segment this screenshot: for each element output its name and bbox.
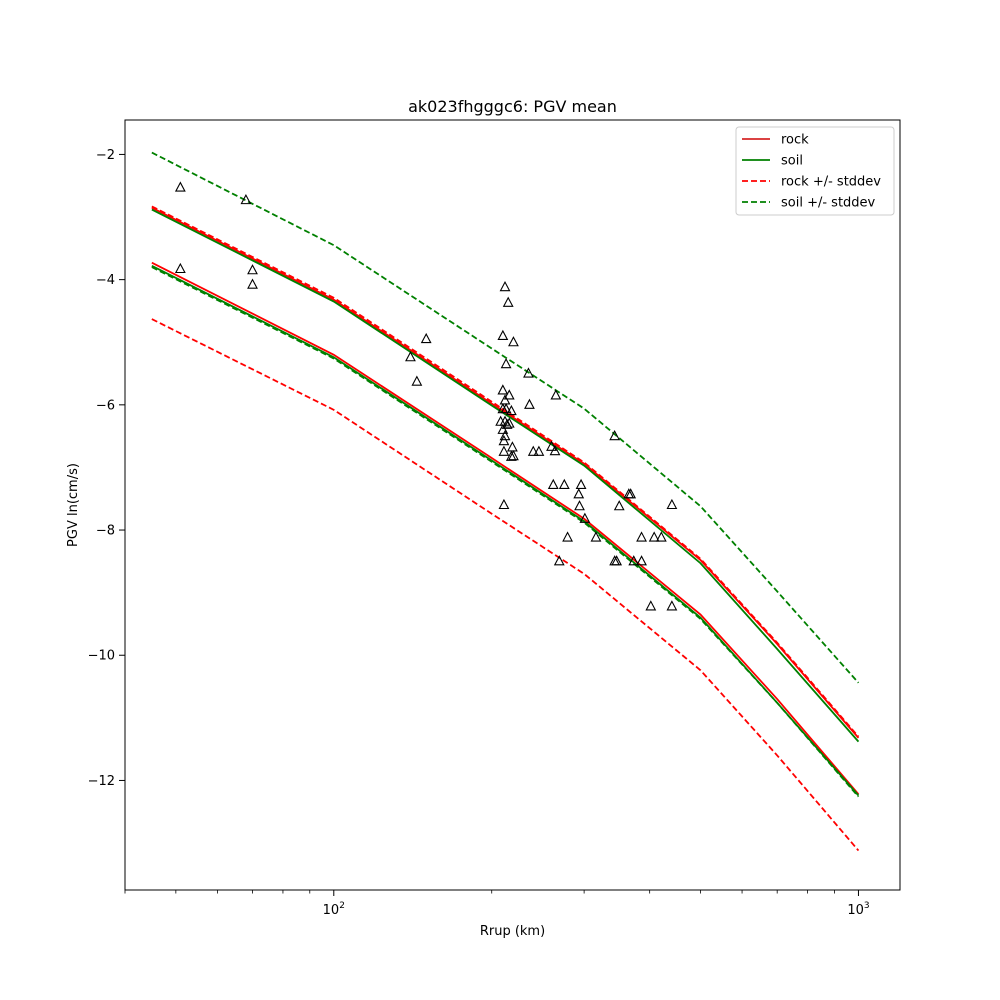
legend-label: soil <box>781 154 803 169</box>
observation-point <box>558 478 570 490</box>
chart-title: ak023fhgggc6: PGV mean <box>408 97 617 116</box>
observation-point <box>549 444 561 456</box>
observation-point <box>500 403 512 414</box>
observation-point <box>666 498 678 510</box>
y-tick-label: −10 <box>88 649 115 664</box>
observation-point <box>497 423 509 434</box>
observation-point <box>527 445 539 456</box>
observation-point <box>508 449 519 461</box>
observation-markers <box>174 181 678 611</box>
series-line-soil-stddev-6 <box>151 151 860 684</box>
observation-point <box>498 434 510 446</box>
observation-point <box>503 417 515 428</box>
series-line-soil-stddev-7 <box>151 266 860 798</box>
x-tick-label: 102 <box>323 901 345 918</box>
x-axis: 102 103 <box>124 890 870 918</box>
observation-point <box>497 384 509 395</box>
observation-point <box>613 500 625 511</box>
observation-point <box>573 488 585 499</box>
observation-point <box>625 488 637 499</box>
y-tick-label: −8 <box>96 524 115 539</box>
series-line-rock-stddev-4 <box>151 318 860 852</box>
observation-point <box>174 262 186 274</box>
observation-point <box>506 441 518 452</box>
y-tick-label: −2 <box>96 148 115 163</box>
y-tick-label: −4 <box>96 273 115 288</box>
y-axis-label: PGV ln(cm/s) <box>66 463 81 547</box>
observation-point <box>499 280 511 292</box>
observation-point <box>655 531 667 542</box>
observation-point <box>420 332 432 344</box>
observation-point <box>505 404 517 416</box>
observation-point <box>508 336 519 347</box>
observation-point <box>503 389 515 400</box>
observation-point <box>553 555 565 566</box>
observation-point <box>501 418 513 429</box>
observation-point <box>550 389 562 400</box>
observation-point <box>533 445 545 456</box>
observation-point <box>609 429 621 441</box>
observation-point <box>611 555 623 566</box>
y-axis: −2 −4 −6 −8 −10 −12 <box>88 148 125 789</box>
observation-point <box>546 440 557 451</box>
observation-point <box>579 512 591 523</box>
observation-point <box>547 478 559 490</box>
observation-point <box>502 296 514 307</box>
observation-point <box>405 351 416 362</box>
model-curves <box>151 151 860 852</box>
series-line-rock-0 <box>151 261 860 795</box>
legend-box <box>735 126 895 216</box>
observation-point <box>498 445 510 456</box>
x-tick-label: 103 <box>847 901 869 918</box>
observation-point <box>240 193 252 205</box>
observation-point <box>648 531 660 542</box>
y-tick-label: −6 <box>96 398 115 413</box>
observation-point <box>666 600 678 611</box>
observation-point <box>411 375 423 386</box>
plot-frame <box>124 119 901 891</box>
observation-point <box>499 429 511 441</box>
y-tick-label: −12 <box>88 774 115 789</box>
series-line-soil-2 <box>151 208 860 743</box>
observation-point <box>500 357 512 369</box>
observation-point <box>645 600 657 611</box>
observation-point <box>497 329 509 341</box>
legend-label: rock <box>781 133 809 148</box>
legend-label: soil +/- stddev <box>781 196 876 211</box>
series-line-rock-stddev-5 <box>151 205 860 738</box>
observation-point <box>247 264 258 275</box>
plot-area <box>125 120 900 890</box>
legend-label: rock +/- stddev <box>781 175 881 190</box>
observation-point <box>562 531 573 542</box>
observation-point <box>636 555 647 566</box>
observation-point <box>498 498 510 510</box>
observation-point <box>174 181 186 192</box>
observation-point <box>499 394 511 405</box>
observation-point <box>575 478 587 490</box>
observation-point <box>636 531 647 542</box>
observation-point <box>524 398 535 409</box>
legend: rock soil rock +/- stddev soil +/- stddev <box>735 126 895 216</box>
observation-point <box>247 278 258 289</box>
observation-point <box>505 450 517 461</box>
observation-point <box>574 500 585 511</box>
observation-point <box>523 367 534 378</box>
observation-point <box>590 531 602 542</box>
x-axis-label: Rrup (km) <box>480 924 545 939</box>
observation-point <box>628 555 640 566</box>
